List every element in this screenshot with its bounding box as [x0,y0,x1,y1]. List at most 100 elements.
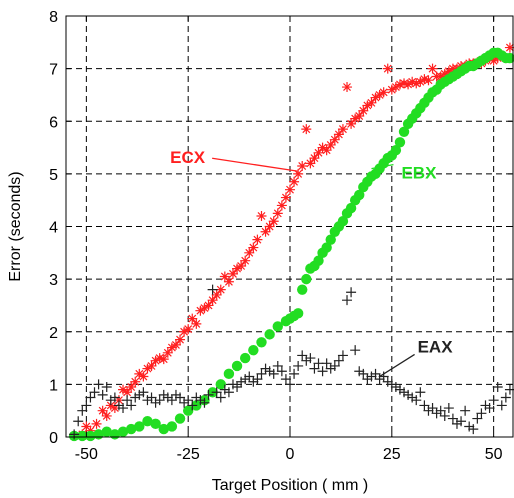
data-point [350,345,361,356]
data-point [126,382,137,393]
data-point [333,355,344,366]
data-point [81,421,92,432]
data-point [292,308,304,319]
annotation-label-eax: EAX [418,337,454,356]
data-point [199,397,210,408]
data-point [248,376,259,387]
data-point [97,389,108,400]
data-point [138,387,149,398]
data-point [305,353,316,364]
data-point [386,84,397,95]
data-point [317,366,328,377]
x-axis-title: Target Position ( mm ) [212,477,368,494]
data-point [439,410,450,421]
data-point [272,360,283,371]
axis-ticks: -50 -25 0 25 50 0 1 2 3 4 5 6 7 8 [49,9,513,463]
data-point [260,226,271,237]
data-point [122,387,133,398]
data-point [370,368,381,379]
data-point [488,395,499,406]
data-point [321,358,332,369]
data-point [399,387,410,398]
data-point [77,430,88,442]
data-point [158,354,169,365]
data-point [174,413,186,424]
data-point [248,344,259,356]
data-point [85,430,96,442]
data-point [138,371,149,382]
data-point [443,66,454,77]
data-point [358,368,369,379]
data-point [219,384,230,395]
data-point [370,92,381,103]
y-tick-label: 4 [49,220,58,237]
data-point [301,355,312,366]
data-point [134,368,145,379]
data-point [223,368,235,380]
data-point [264,329,275,340]
data-point [276,366,287,377]
data-point [244,371,255,382]
data-point [134,421,145,432]
data-point [504,52,514,64]
data-point [191,318,202,329]
data-point [182,405,194,416]
data-point [427,403,438,414]
data-point [358,105,369,116]
data-point [407,76,418,87]
data-point [211,289,222,300]
data-point [289,176,300,187]
data-point [146,392,157,403]
data-point [170,339,181,350]
data-point [150,355,161,366]
data-point [195,305,206,316]
data-point [280,374,291,385]
data-point [305,158,316,169]
data-point [403,389,414,400]
data-point [472,413,483,424]
data-point [240,255,251,266]
data-point [150,397,161,408]
data-point [109,392,120,403]
data-point [272,321,283,332]
data-point [390,144,402,156]
data-point [504,42,514,53]
series-ebx [68,47,514,442]
x-tick-label: -25 [177,446,200,463]
data-point [285,379,295,390]
data-point [93,379,104,390]
data-point [85,425,96,436]
data-point [346,287,357,298]
data-point [329,360,340,371]
annotation-label-ebx: EBX [401,164,437,183]
series-eax [69,284,514,440]
data-point [117,426,129,437]
annotation-leader-line [371,163,394,170]
data-point [252,374,263,385]
data-point [399,78,410,89]
data-point [411,395,422,406]
data-point [480,400,491,411]
data-point [293,168,304,179]
data-point [456,416,467,427]
data-point [142,395,153,406]
x-tick-label: 25 [383,446,401,463]
data-point [354,189,365,201]
data-point [264,366,275,377]
data-point [154,353,165,364]
data-point [203,300,214,311]
annotation-label-ecx: ECX [170,148,206,167]
data-point [158,389,169,400]
data-point [240,374,251,385]
data-point [443,403,454,414]
data-point [500,392,511,403]
annotation-leader-line [212,157,299,172]
data-point [394,137,406,148]
data-point [337,216,349,227]
data-point [325,139,336,150]
data-point [191,392,202,403]
data-point [366,371,377,382]
data-point [386,379,397,390]
data-point [411,78,422,89]
data-point [435,71,446,82]
